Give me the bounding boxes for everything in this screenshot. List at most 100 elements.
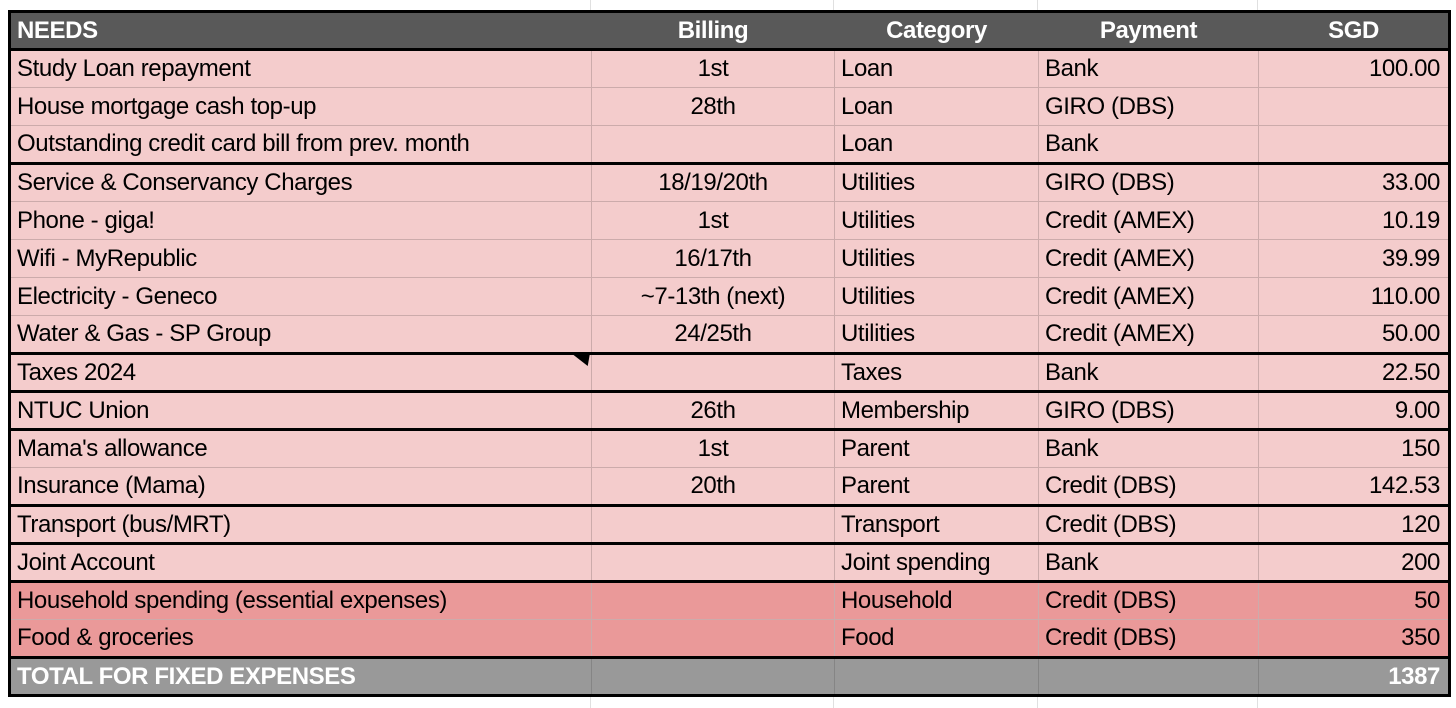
payment-cell[interactable]: Credit (DBS) xyxy=(1038,467,1259,507)
needs-cell[interactable]: Service & Conservancy Charges xyxy=(9,163,592,202)
billing-cell[interactable] xyxy=(591,505,835,545)
needs-cell[interactable]: Taxes 2024 xyxy=(9,353,592,393)
payment-cell[interactable]: Credit (DBS) xyxy=(1038,619,1259,659)
payment-cell[interactable]: Bank xyxy=(1038,353,1259,393)
billing-cell[interactable]: 1st xyxy=(591,429,835,468)
needs-cell[interactable]: Food & groceries xyxy=(9,619,592,659)
billing-cell[interactable]: 20th xyxy=(591,467,835,507)
sgd-cell[interactable]: 22.50 xyxy=(1258,353,1450,393)
billing-cell[interactable]: 26th xyxy=(591,391,835,431)
sgd-cell[interactable]: 150 xyxy=(1258,429,1450,468)
sgd-cell[interactable]: 120 xyxy=(1258,505,1450,545)
category-cell[interactable]: Utilities xyxy=(834,239,1039,278)
category-cell[interactable]: Utilities xyxy=(834,201,1039,240)
total-billing-cell[interactable] xyxy=(591,656,835,697)
billing-cell[interactable]: 24/25th xyxy=(591,315,835,355)
billing-cell[interactable] xyxy=(591,125,835,165)
header-needs[interactable]: NEEDS xyxy=(9,11,592,51)
category-cell[interactable]: Utilities xyxy=(834,163,1039,202)
sgd-cell[interactable]: 200 xyxy=(1258,543,1450,583)
category-cell[interactable]: Transport xyxy=(834,505,1039,545)
category-cell[interactable]: Household xyxy=(834,581,1039,620)
billing-cell[interactable]: 16/17th xyxy=(591,239,835,278)
total-payment-cell[interactable] xyxy=(1038,656,1259,697)
needs-cell[interactable]: Joint Account xyxy=(9,543,592,583)
category-cell[interactable]: Loan xyxy=(834,125,1039,165)
header-billing[interactable]: Billing xyxy=(591,11,835,51)
needs-cell[interactable]: Study Loan repayment xyxy=(9,49,592,88)
needs-cell[interactable]: Outstanding credit card bill from prev. … xyxy=(9,125,592,165)
needs-cell[interactable]: Transport (bus/MRT) xyxy=(9,505,592,545)
sgd-cell[interactable]: 9.00 xyxy=(1258,391,1450,431)
billing-cell[interactable]: ~7-13th (next) xyxy=(591,277,835,316)
payment-cell[interactable]: Bank xyxy=(1038,429,1259,468)
header-sgd[interactable]: SGD xyxy=(1258,11,1450,51)
billing-cell[interactable] xyxy=(591,543,835,583)
billing-cell[interactable]: 18/19/20th xyxy=(591,163,835,202)
total-label-cell[interactable]: TOTAL FOR FIXED EXPENSES xyxy=(9,656,592,697)
sgd-cell[interactable]: 110.00 xyxy=(1258,277,1450,316)
sgd-cell[interactable] xyxy=(1258,125,1450,165)
category-cell[interactable]: Taxes xyxy=(834,353,1039,393)
billing-cell[interactable]: 28th xyxy=(591,87,835,126)
total-category-cell[interactable] xyxy=(834,656,1039,697)
table-row: House mortgage cash top-up 28th Loan GIR… xyxy=(9,87,1450,126)
payment-cell[interactable]: Bank xyxy=(1038,49,1259,88)
header-payment[interactable]: Payment xyxy=(1038,11,1259,51)
payment-cell[interactable]: Credit (DBS) xyxy=(1038,505,1259,545)
sgd-cell[interactable]: 50.00 xyxy=(1258,315,1450,355)
needs-cell[interactable]: House mortgage cash top-up xyxy=(9,87,592,126)
sgd-cell[interactable]: 10.19 xyxy=(1258,201,1450,240)
payment-cell[interactable]: Credit (AMEX) xyxy=(1038,315,1259,355)
table-row: Phone - giga! 1st Utilities Credit (AMEX… xyxy=(9,201,1450,240)
sgd-cell[interactable]: 50 xyxy=(1258,581,1450,620)
sgd-cell[interactable]: 350 xyxy=(1258,619,1450,659)
payment-cell[interactable]: GIRO (DBS) xyxy=(1038,391,1259,431)
category-cell[interactable]: Utilities xyxy=(834,315,1039,355)
budget-table: NEEDS Billing Category Payment SGD Study… xyxy=(8,10,1451,697)
billing-cell[interactable]: 1st xyxy=(591,49,835,88)
category-cell[interactable]: Joint spending xyxy=(834,543,1039,583)
category-cell[interactable]: Parent xyxy=(834,467,1039,507)
needs-cell[interactable]: Phone - giga! xyxy=(9,201,592,240)
needs-cell[interactable]: Mama's allowance xyxy=(9,429,592,468)
payment-cell[interactable]: Credit (AMEX) xyxy=(1038,201,1259,240)
sheet-gridline xyxy=(833,0,834,10)
payment-cell[interactable]: Bank xyxy=(1038,125,1259,165)
header-category[interactable]: Category xyxy=(834,11,1039,51)
category-cell[interactable]: Food xyxy=(834,619,1039,659)
sheet-gridline xyxy=(590,697,591,708)
sheet-gridline xyxy=(1257,0,1258,10)
table-row: Insurance (Mama) 20th Parent Credit (DBS… xyxy=(9,467,1450,507)
table-row: Household spending (essential expenses) … xyxy=(9,581,1450,620)
billing-cell[interactable]: 1st xyxy=(591,201,835,240)
needs-cell[interactable]: Wifi - MyRepublic xyxy=(9,239,592,278)
category-cell[interactable]: Membership xyxy=(834,391,1039,431)
category-cell[interactable]: Loan xyxy=(834,49,1039,88)
table-row: Joint Account Joint spending Bank 200 xyxy=(9,543,1450,583)
payment-cell[interactable]: Credit (AMEX) xyxy=(1038,277,1259,316)
sgd-cell[interactable]: 142.53 xyxy=(1258,467,1450,507)
payment-cell[interactable]: Bank xyxy=(1038,543,1259,583)
category-cell[interactable]: Loan xyxy=(834,87,1039,126)
sgd-cell[interactable]: 39.99 xyxy=(1258,239,1450,278)
payment-cell[interactable]: Credit (DBS) xyxy=(1038,581,1259,620)
category-cell[interactable]: Utilities xyxy=(834,277,1039,316)
billing-cell[interactable] xyxy=(591,619,835,659)
needs-cell[interactable]: Water & Gas - SP Group xyxy=(9,315,592,355)
needs-cell[interactable]: NTUC Union xyxy=(9,391,592,431)
table-row: Water & Gas - SP Group 24/25th Utilities… xyxy=(9,315,1450,355)
total-value-cell[interactable]: 1387 xyxy=(1258,656,1450,697)
category-cell[interactable]: Parent xyxy=(834,429,1039,468)
needs-cell[interactable]: Electricity - Geneco xyxy=(9,277,592,316)
billing-cell[interactable] xyxy=(591,353,835,393)
payment-cell[interactable]: GIRO (DBS) xyxy=(1038,163,1259,202)
sgd-cell[interactable]: 100.00 xyxy=(1258,49,1450,88)
needs-cell[interactable]: Household spending (essential expenses) xyxy=(9,581,592,620)
payment-cell[interactable]: GIRO (DBS) xyxy=(1038,87,1259,126)
sgd-cell[interactable]: 33.00 xyxy=(1258,163,1450,202)
needs-cell[interactable]: Insurance (Mama) xyxy=(9,467,592,507)
payment-cell[interactable]: Credit (AMEX) xyxy=(1038,239,1259,278)
billing-cell[interactable] xyxy=(591,581,835,620)
sgd-cell[interactable] xyxy=(1258,87,1450,126)
